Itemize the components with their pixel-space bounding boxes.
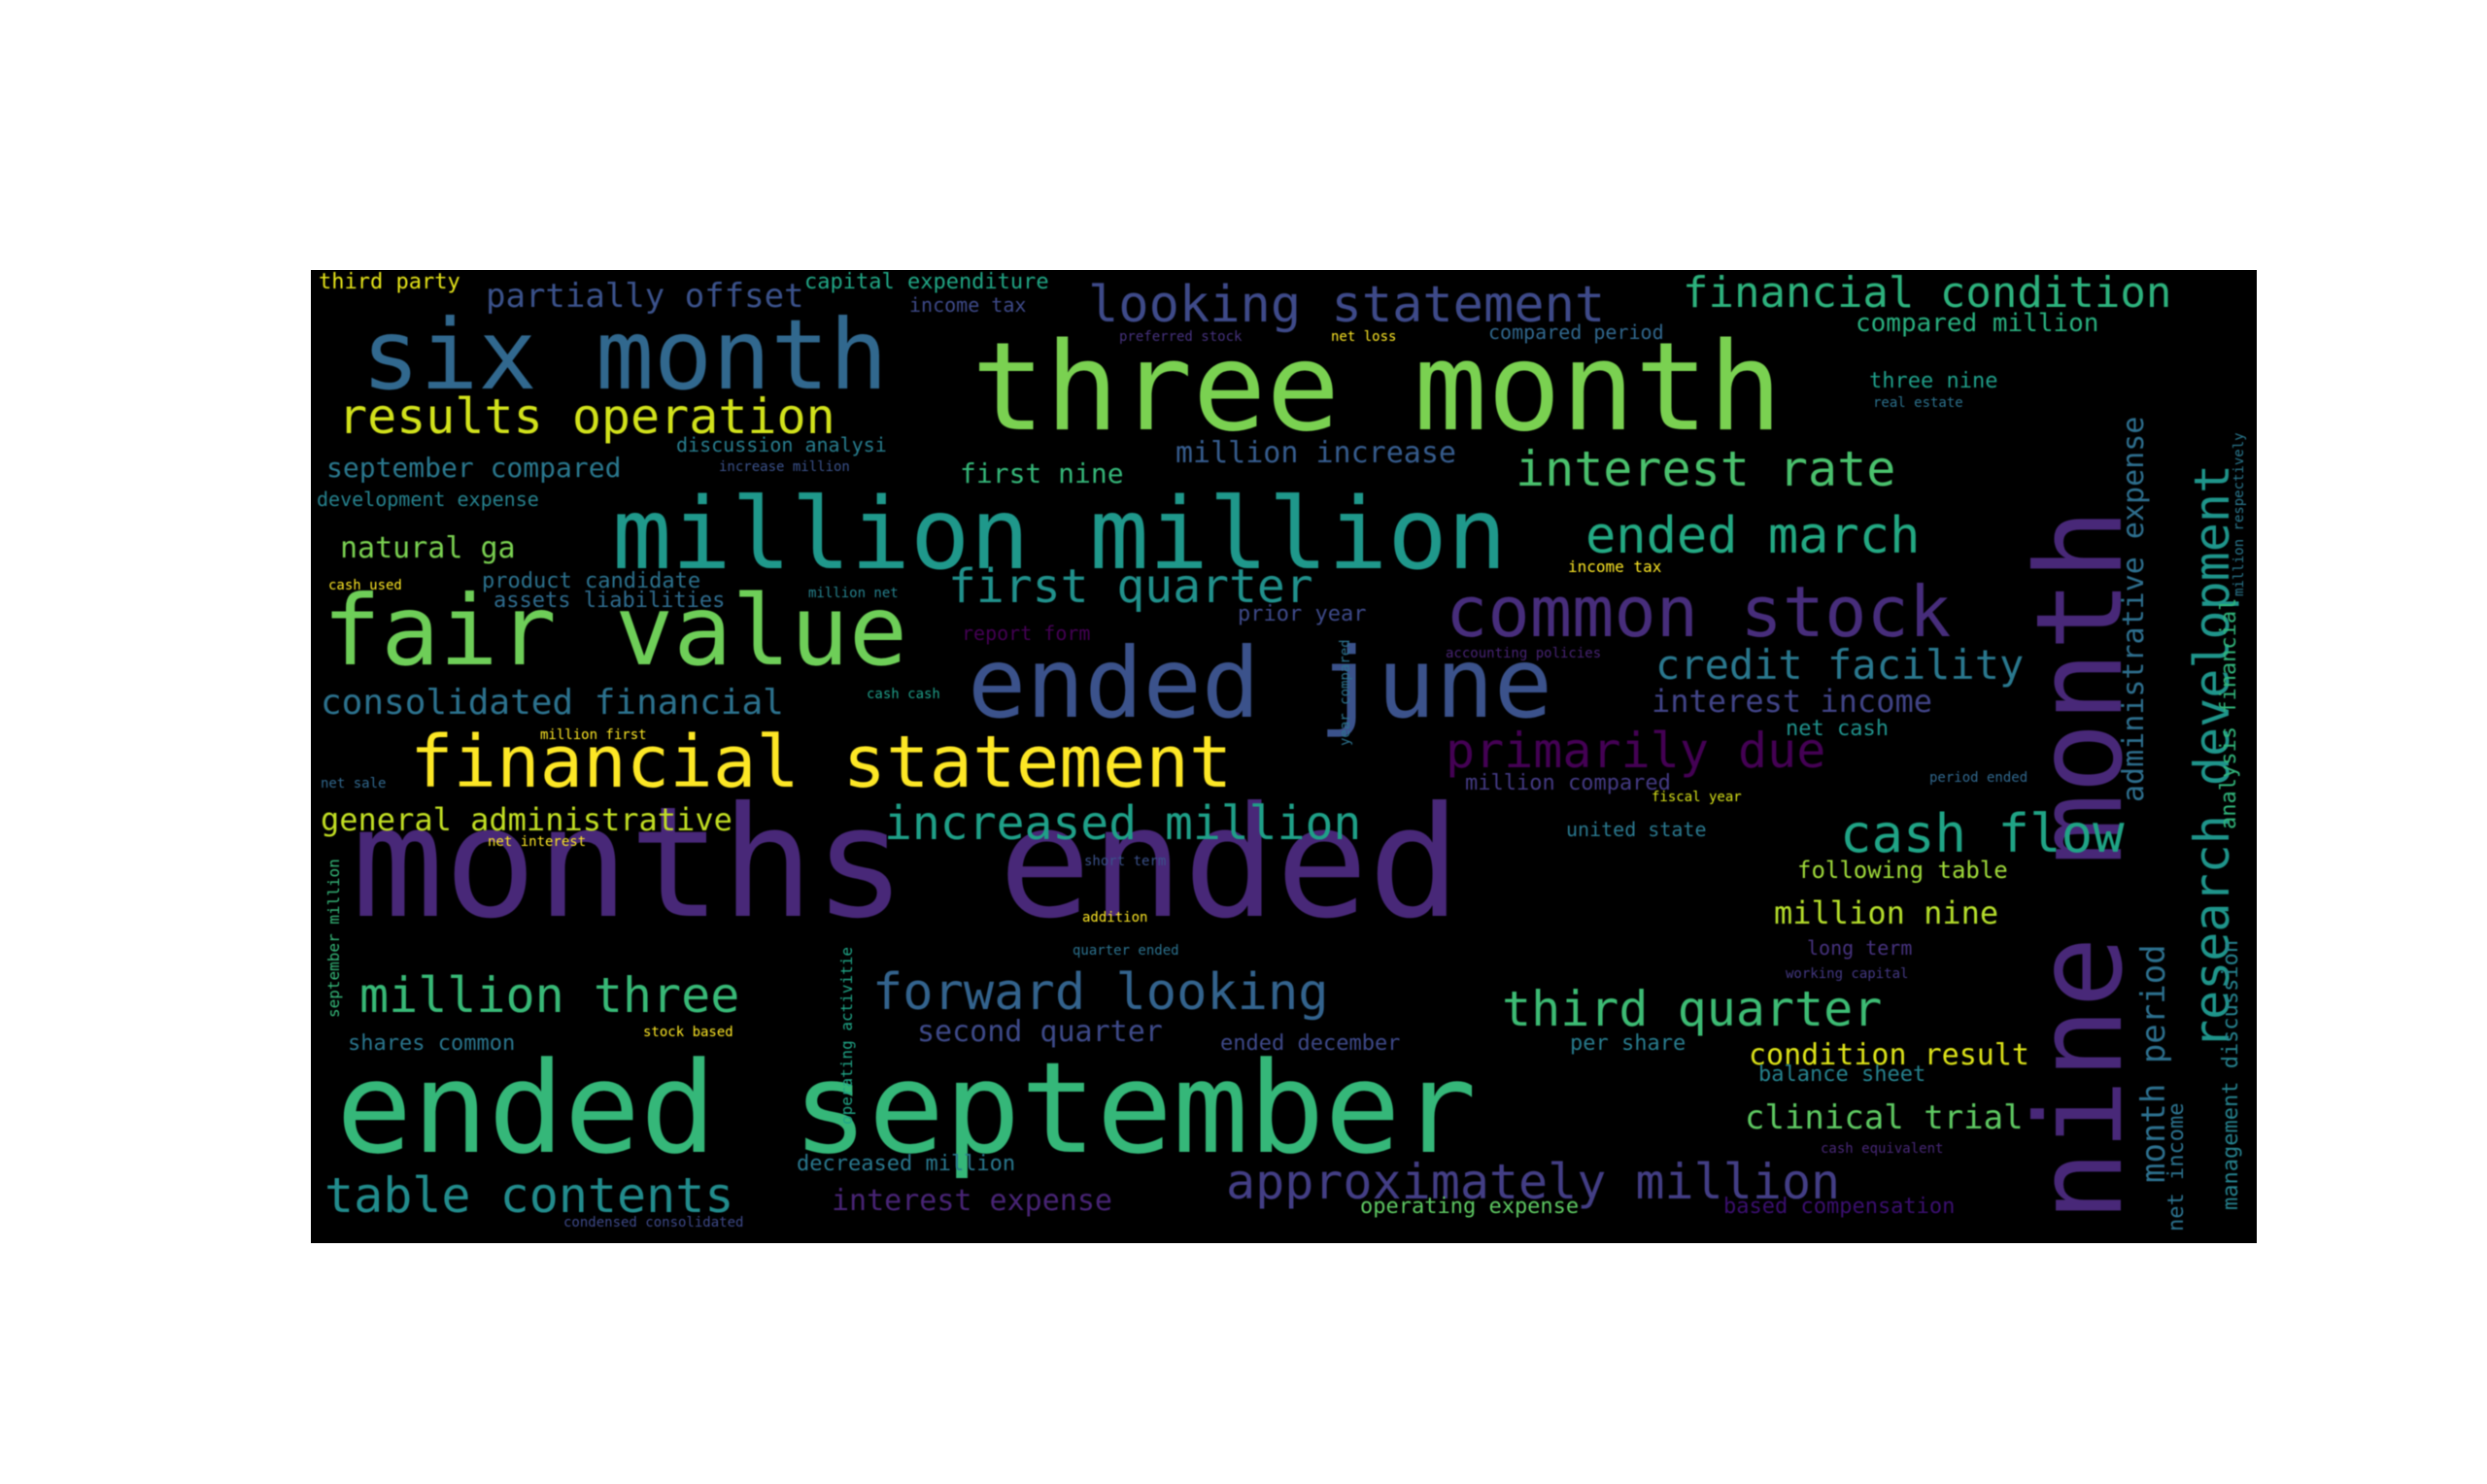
word: cash equivalent — [1821, 1141, 1944, 1157]
word: million net — [808, 586, 899, 601]
word: increase million — [719, 459, 850, 475]
word: cash cash — [867, 687, 940, 702]
word: net cash — [1786, 717, 1889, 741]
word: decreased million — [797, 1152, 1016, 1176]
word: income tax — [909, 293, 1027, 317]
word: consolidated financial — [321, 683, 784, 723]
word: general administrative — [321, 801, 732, 838]
word: united state — [1566, 818, 1707, 841]
word: three nine — [1869, 369, 1998, 393]
word: compared million — [1856, 309, 2099, 338]
word: second quarter — [917, 1015, 1163, 1049]
word: interest rate — [1516, 441, 1896, 497]
word: real estate — [1873, 395, 1963, 411]
word: partially offset — [486, 277, 804, 316]
word: million million — [612, 477, 1508, 592]
word: interest income — [1652, 683, 1932, 720]
word: first quarter — [948, 559, 1313, 614]
word: condition result — [1749, 1038, 2029, 1072]
word: table contents — [324, 1167, 734, 1224]
word: based compensation — [1723, 1195, 1956, 1219]
word: fiscal year — [1652, 790, 1742, 805]
word: million nine — [1774, 894, 1999, 931]
word: short term — [1084, 854, 1167, 869]
word: following table — [1797, 857, 2008, 884]
word: third party — [319, 270, 460, 294]
word: net sale — [321, 776, 387, 792]
word: assets liabilities — [494, 589, 726, 613]
word: increased million — [884, 796, 1362, 851]
word: net loss — [1331, 329, 1397, 345]
word: ended march — [1585, 507, 1921, 565]
word: shares common — [348, 1031, 516, 1056]
word: income tax — [1568, 557, 1662, 576]
word: stock based — [643, 1025, 733, 1040]
word: long term — [1807, 936, 1913, 960]
word: natural ga — [340, 531, 516, 565]
word: ended september — [336, 1034, 1477, 1182]
word: working capital — [1786, 966, 1909, 982]
word: looking statement — [1088, 276, 1606, 334]
word: interest expense — [832, 1184, 1112, 1218]
word: balance sheet — [1758, 1062, 1926, 1087]
word: compared period — [1488, 320, 1664, 344]
word: preferred stock — [1119, 329, 1243, 345]
word: third quarter — [1502, 981, 1883, 1037]
word: period ended — [1929, 770, 2028, 786]
word: financial condition — [1683, 270, 2172, 318]
word: condensed consolidated — [563, 1215, 744, 1231]
word: addition — [1082, 910, 1148, 926]
word: analysis financial — [2217, 597, 2241, 829]
word: accounting policies — [1446, 646, 1602, 661]
word: million increase — [1175, 436, 1456, 470]
word: common stock — [1446, 571, 1952, 653]
word: first nine — [960, 457, 1124, 489]
word: report form — [962, 622, 1091, 645]
word: cash flow — [1840, 803, 2125, 864]
word: september compared — [326, 452, 622, 484]
word: million compared — [1465, 771, 1671, 795]
word: months ended — [352, 774, 1461, 953]
word: fair value — [323, 574, 908, 688]
word: development expense — [317, 488, 539, 511]
word: ended december — [1220, 1031, 1401, 1056]
word: management discussion — [2219, 939, 2243, 1210]
word: three month — [971, 316, 1783, 458]
word: net interest — [488, 834, 587, 850]
word: discussion analysi — [676, 433, 887, 456]
word: million first — [540, 727, 647, 743]
word: operating expense — [1360, 1195, 1580, 1219]
word: million respectively — [2231, 432, 2247, 596]
word: september million — [324, 859, 343, 1018]
word: operating activitie — [837, 946, 856, 1125]
word: financial statement — [410, 721, 1233, 804]
word: million three — [359, 967, 740, 1024]
word: primarily due — [1446, 723, 1826, 779]
word: approximately million — [1226, 1154, 1841, 1210]
word: year compared — [1338, 639, 1353, 746]
word: clinical trial — [1745, 1098, 2024, 1137]
word: cash used — [328, 578, 402, 593]
word: net income — [2164, 1102, 2189, 1231]
word: per share — [1570, 1031, 1686, 1056]
word: product candidate — [482, 569, 701, 593]
word-cloud: months ended ended september three month… — [311, 270, 2257, 1243]
word: ended june — [968, 626, 1553, 740]
word: credit facility — [1655, 641, 2025, 689]
word: prior year — [1238, 602, 1367, 626]
word: capital expenditure — [804, 270, 1049, 294]
word: results operation — [338, 388, 835, 445]
word: administrative expense — [2117, 416, 2151, 802]
word: quarter ended — [1073, 943, 1179, 959]
word: forward looking — [872, 963, 1329, 1022]
word: six month — [361, 298, 888, 412]
